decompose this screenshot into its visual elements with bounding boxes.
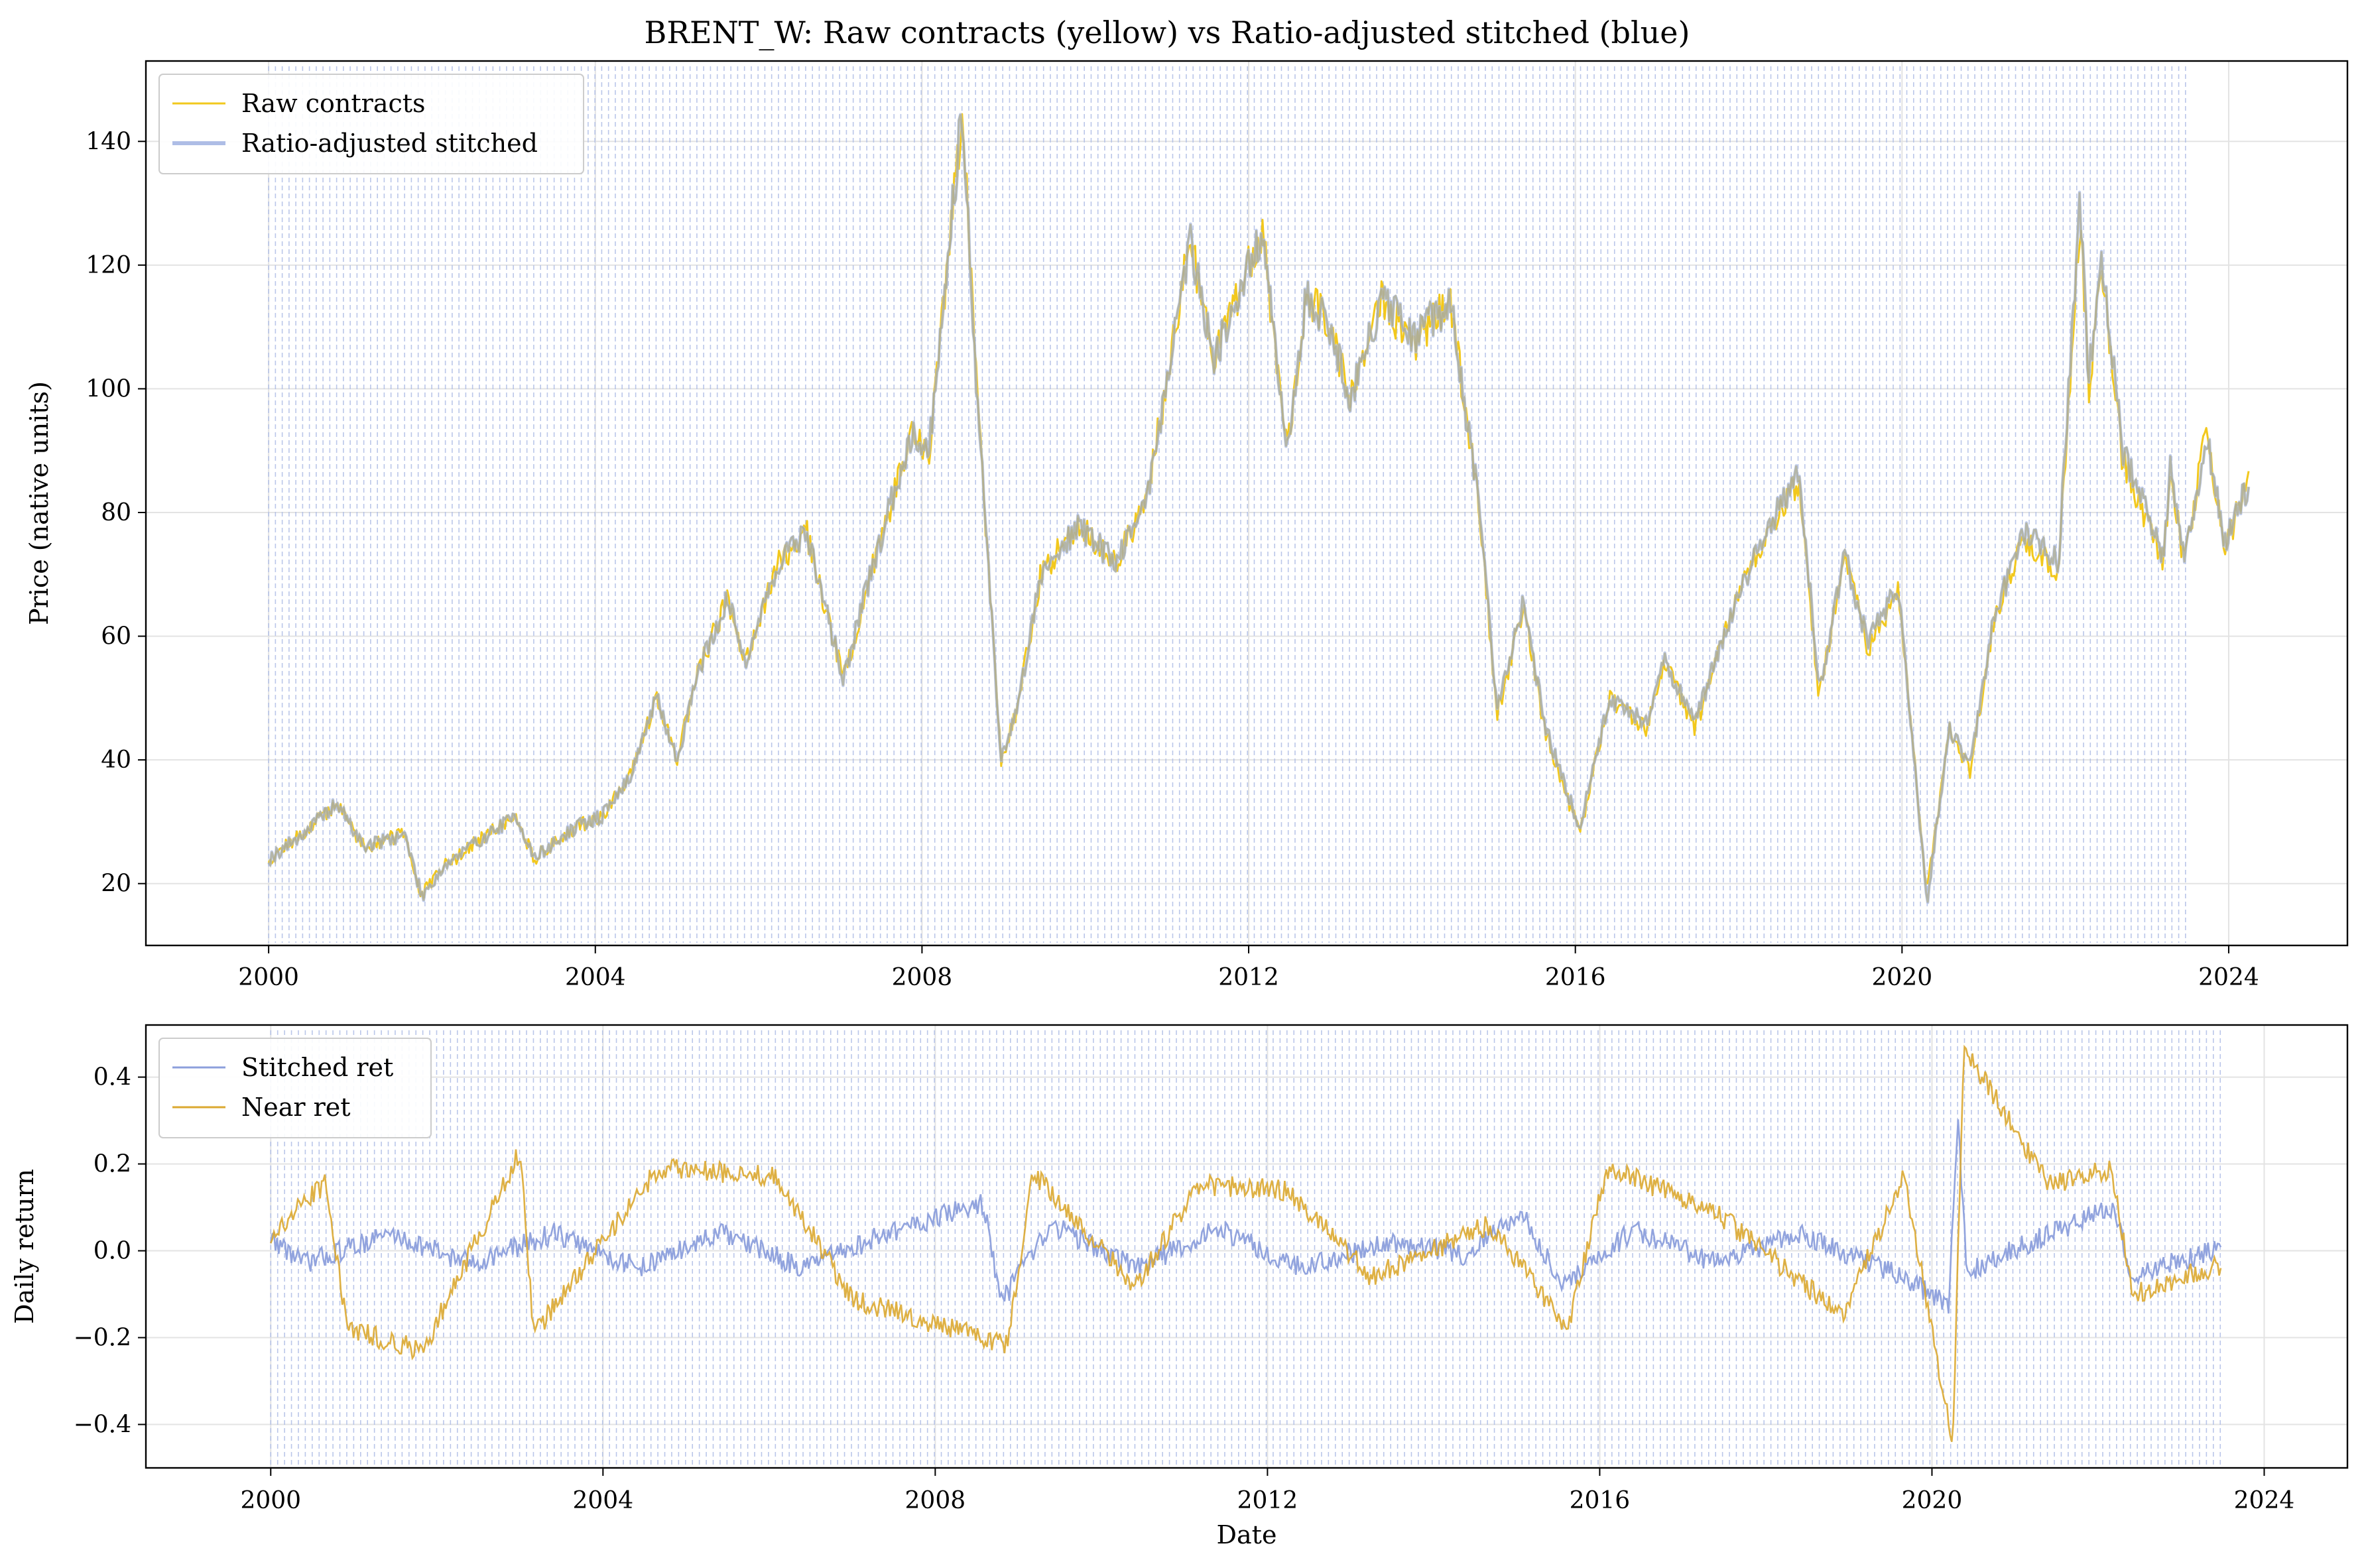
price-roll-markers bbox=[268, 66, 2186, 943]
x-tick-label: 2008 bbox=[892, 964, 953, 991]
price-panel: 2000 2004 2008 2012 2016 2020 2024 20 40 60 80 100… bbox=[25, 60, 2349, 991]
y-tick-label: 60 bbox=[101, 623, 131, 650]
return-plot-frame bbox=[145, 1024, 2349, 1469]
overlap-line bbox=[267, 114, 2250, 903]
x-tick-label: 2004 bbox=[565, 964, 626, 991]
return-y-axis-label: Daily return bbox=[10, 1169, 39, 1324]
price-plot-frame bbox=[145, 60, 2349, 947]
x-tick-label: 2004 bbox=[572, 1487, 633, 1514]
x-tick-label: 2000 bbox=[238, 964, 299, 991]
y-tick-label: 140 bbox=[86, 128, 131, 155]
x-tick-label: 2000 bbox=[240, 1487, 301, 1514]
return-x-axis-label: Date bbox=[1217, 1520, 1277, 1549]
legend-label: Near ret bbox=[241, 1093, 351, 1122]
x-tick-label: 2012 bbox=[1218, 964, 1279, 991]
y-tick-label: 80 bbox=[101, 499, 131, 526]
y-tick-label: −0.2 bbox=[74, 1325, 131, 1352]
legend-label: Ratio-adjusted stitched bbox=[241, 129, 538, 158]
legend-box bbox=[158, 74, 584, 174]
near-return-line bbox=[270, 1044, 2222, 1443]
y-tick-label: 0.0 bbox=[93, 1238, 131, 1265]
price-legend: Raw contracts Ratio-adjusted stitched bbox=[158, 74, 584, 174]
y-tick-label: 100 bbox=[86, 375, 131, 402]
legend-label: Stitched ret bbox=[241, 1053, 393, 1082]
return-x-axis: 2000 2004 2008 2012 2016 2020 2024 bbox=[240, 1468, 2294, 1514]
x-tick-label: 2016 bbox=[1570, 1487, 1631, 1514]
price-series bbox=[267, 113, 2251, 904]
y-tick-label: 120 bbox=[86, 252, 131, 279]
return-grid bbox=[146, 1025, 2347, 1468]
return-series bbox=[270, 1044, 2222, 1443]
figure-title: BRENT_W: Raw contracts (yellow) vs Ratio… bbox=[645, 15, 1690, 50]
price-y-axis-label: Price (native units) bbox=[25, 381, 54, 625]
x-tick-label: 2024 bbox=[2198, 964, 2259, 991]
y-tick-label: 40 bbox=[101, 747, 131, 774]
y-tick-label: 20 bbox=[101, 871, 131, 898]
return-panel: 2000 2004 2008 2012 2016 2020 2024 −0.4 −0.2 0.0… bbox=[10, 1024, 2349, 1549]
x-tick-label: 2016 bbox=[1545, 964, 1606, 991]
legend-box bbox=[158, 1038, 432, 1138]
return-y-axis: −0.4 −0.2 0.0 0.2 0.4 bbox=[74, 1064, 146, 1439]
x-tick-label: 2008 bbox=[905, 1487, 966, 1514]
legend-label: Raw contracts bbox=[241, 89, 426, 118]
x-tick-label: 2020 bbox=[1871, 964, 1932, 991]
price-x-axis: 2000 2004 2008 2012 2016 2020 2024 bbox=[238, 945, 2259, 991]
x-tick-label: 2020 bbox=[1902, 1487, 1963, 1514]
y-tick-label: −0.4 bbox=[74, 1412, 131, 1439]
x-tick-label: 2012 bbox=[1237, 1487, 1298, 1514]
x-tick-label: 2024 bbox=[2234, 1487, 2295, 1514]
y-tick-label: 0.4 bbox=[93, 1064, 131, 1091]
price-y-axis: 20 40 60 80 100 120 140 bbox=[86, 128, 146, 898]
price-grid bbox=[146, 61, 2347, 945]
y-tick-label: 0.2 bbox=[93, 1151, 131, 1178]
return-legend: Stitched ret Near ret bbox=[158, 1038, 432, 1138]
